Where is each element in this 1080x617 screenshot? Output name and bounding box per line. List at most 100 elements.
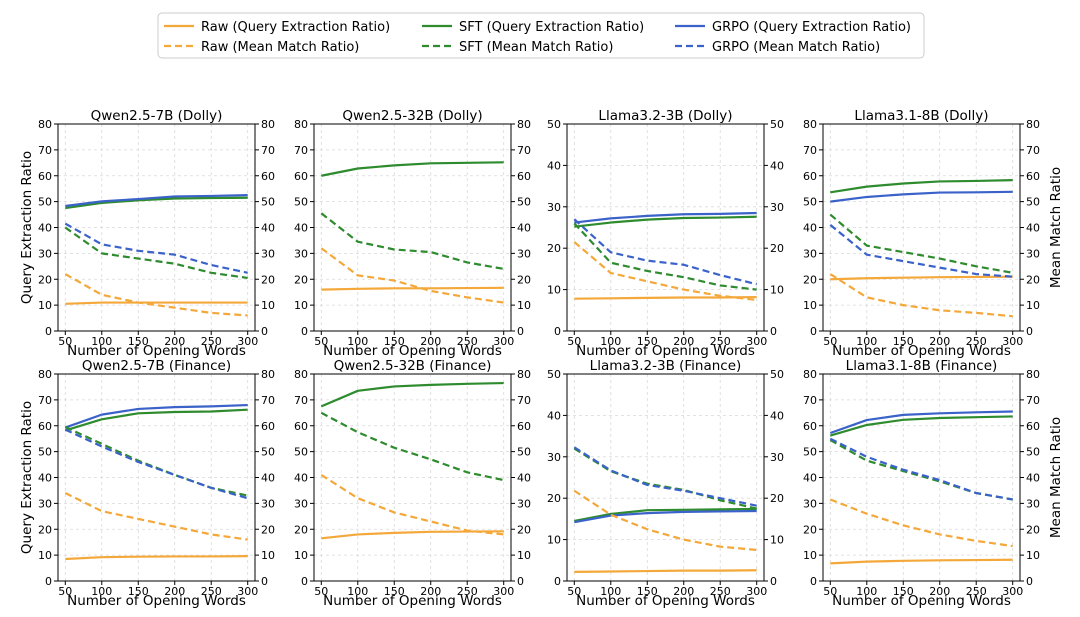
y2-tick-label: 40 (770, 159, 784, 172)
legend-frame (157, 12, 925, 59)
x-tick-label: 200 (420, 335, 441, 348)
x-tick-label: 200 (164, 335, 185, 348)
x-tick-label: 100 (347, 585, 368, 598)
series-line-0 (574, 569, 757, 573)
series-line-3 (320, 212, 504, 270)
y-tick-label: 10 (38, 299, 52, 312)
x-axis-label: Number of Opening Words (67, 593, 246, 609)
y2-tick-label: 20 (770, 492, 784, 505)
x-axis-label: Number of Opening Words (323, 343, 502, 359)
y2-tick-label: 80 (517, 118, 531, 131)
x-axis-label: Number of Opening Words (832, 343, 1011, 359)
x-tick-label: 100 (856, 335, 877, 348)
y2-tick-label: 30 (770, 201, 784, 214)
y2-tick-label: 20 (770, 242, 784, 255)
legend-label: SFT (Query Extraction Ratio) (459, 20, 644, 35)
y-tick-label: 10 (294, 299, 308, 312)
panel-4: 0 10 20 30 40 50 60 70 80 0 10 20 30 40 50 60 70 80 50 100 1… (19, 358, 275, 609)
y2-tick-label: 0 (770, 575, 777, 588)
y-tick-label: 70 (294, 394, 308, 407)
y2-tick-label: 40 (517, 472, 531, 485)
series-line-5 (64, 222, 248, 274)
x-tick-label: 250 (201, 585, 222, 598)
y-tick-label: 30 (547, 451, 561, 464)
panel-title: Llama3.1-8B (Finance) (846, 358, 998, 374)
x-tick-label: 100 (600, 585, 621, 598)
y-tick-label: 80 (294, 368, 308, 381)
y2-tick-label: 10 (517, 299, 531, 312)
series-line-2 (830, 190, 1013, 203)
x-tick-label: 50 (314, 585, 328, 598)
y-tick-label: 20 (803, 273, 817, 286)
x-axis-label: Number of Opening Words (576, 343, 755, 359)
x-tick-label: 150 (637, 335, 658, 348)
y2-tick-label: 60 (261, 420, 275, 433)
y2-tick-label: 0 (261, 325, 268, 338)
x-tick-label: 300 (746, 585, 767, 598)
y-tick-label: 40 (803, 222, 817, 235)
x-tick-label: 50 (823, 335, 837, 348)
y-tick-label: 20 (547, 242, 561, 255)
y-tick-label: 10 (803, 549, 817, 562)
y2-tick-label: 10 (261, 549, 275, 562)
y2-tick-label: 40 (261, 472, 275, 485)
y2-tick-label: 20 (261, 523, 275, 536)
x-tick-label: 50 (314, 335, 328, 348)
y2-tick-label: 80 (1026, 368, 1040, 381)
series-line-3 (64, 273, 248, 317)
y-tick-label: 0 (554, 325, 561, 338)
x-tick-label: 100 (91, 335, 112, 348)
y-tick-label: 80 (294, 118, 308, 131)
y-tick-label: 70 (803, 394, 817, 407)
series-line-2 (574, 509, 757, 524)
y-tick-label: 30 (294, 497, 308, 510)
y2-tick-label: 20 (261, 273, 275, 286)
y2-tick-label: 80 (261, 368, 275, 381)
y2-tick-label: 30 (261, 497, 275, 510)
panel-title: Qwen2.5-32B (Dolly) (342, 108, 482, 124)
series-line-5 (64, 428, 249, 500)
series-line-5 (573, 218, 757, 286)
y-tick-label: 70 (803, 144, 817, 157)
x-tick-label: 150 (128, 585, 149, 598)
y2-tick-label: 10 (517, 549, 531, 562)
y2-tick-label: 50 (517, 196, 531, 209)
y-tick-label: 40 (294, 472, 308, 485)
y2-tick-label: 50 (261, 196, 275, 209)
series-line-1 (574, 215, 757, 228)
y2-tick-label: 50 (1026, 196, 1040, 209)
series-line-5 (573, 446, 757, 507)
plot-frame (566, 123, 765, 332)
y-tick-label: 10 (294, 549, 308, 562)
y-tick-label: 30 (547, 201, 561, 214)
y2-tick-label: 50 (261, 446, 275, 459)
panel-1: 0 10 20 30 40 50 60 70 80 0 10 20 30 40 50 60 70 80 50 100 1… (294, 108, 531, 359)
y2-tick-label: 30 (770, 451, 784, 464)
y2-tick-label: 40 (1026, 222, 1040, 235)
y-axis-label: Query Extraction Ratio (19, 151, 35, 304)
y-tick-label: 80 (38, 118, 52, 131)
panel-title: Llama3.2-3B (Dolly) (598, 108, 732, 124)
series-line-4 (829, 213, 1013, 274)
y2-tick-label: 70 (1026, 394, 1040, 407)
x-tick-label: 200 (929, 335, 950, 348)
y2-tick-label: 60 (1026, 420, 1040, 433)
y-tick-label: 0 (45, 325, 52, 338)
x-tick-label: 200 (420, 585, 441, 598)
y2-tick-label: 0 (517, 325, 524, 338)
panel-2: 0 10 20 30 40 50 0 10 20 30 40 50 50 100 150 200 250 300 L… (547, 108, 784, 359)
y-tick-label: 80 (803, 368, 817, 381)
panel-7: 0 10 20 30 40 50 60 70 80 0 10 20 30 40 50 60 70 80 50 100 1… (803, 358, 1064, 609)
x-axis-label: Number of Opening Words (67, 343, 246, 359)
y2-tick-label: 10 (770, 284, 784, 297)
legend-label: SFT (Mean Match Ratio) (459, 40, 613, 55)
x-axis-label: Number of Opening Words (323, 593, 502, 609)
series-line-2 (65, 194, 248, 208)
y2-tick-label: 10 (1026, 549, 1040, 562)
panel-5: 0 10 20 30 40 50 60 70 80 0 10 20 30 40 50 60 70 80 50 100 1… (294, 358, 531, 609)
y-tick-label: 60 (294, 170, 308, 183)
y-tick-label: 60 (38, 170, 52, 183)
x-tick-label: 300 (1002, 335, 1023, 348)
